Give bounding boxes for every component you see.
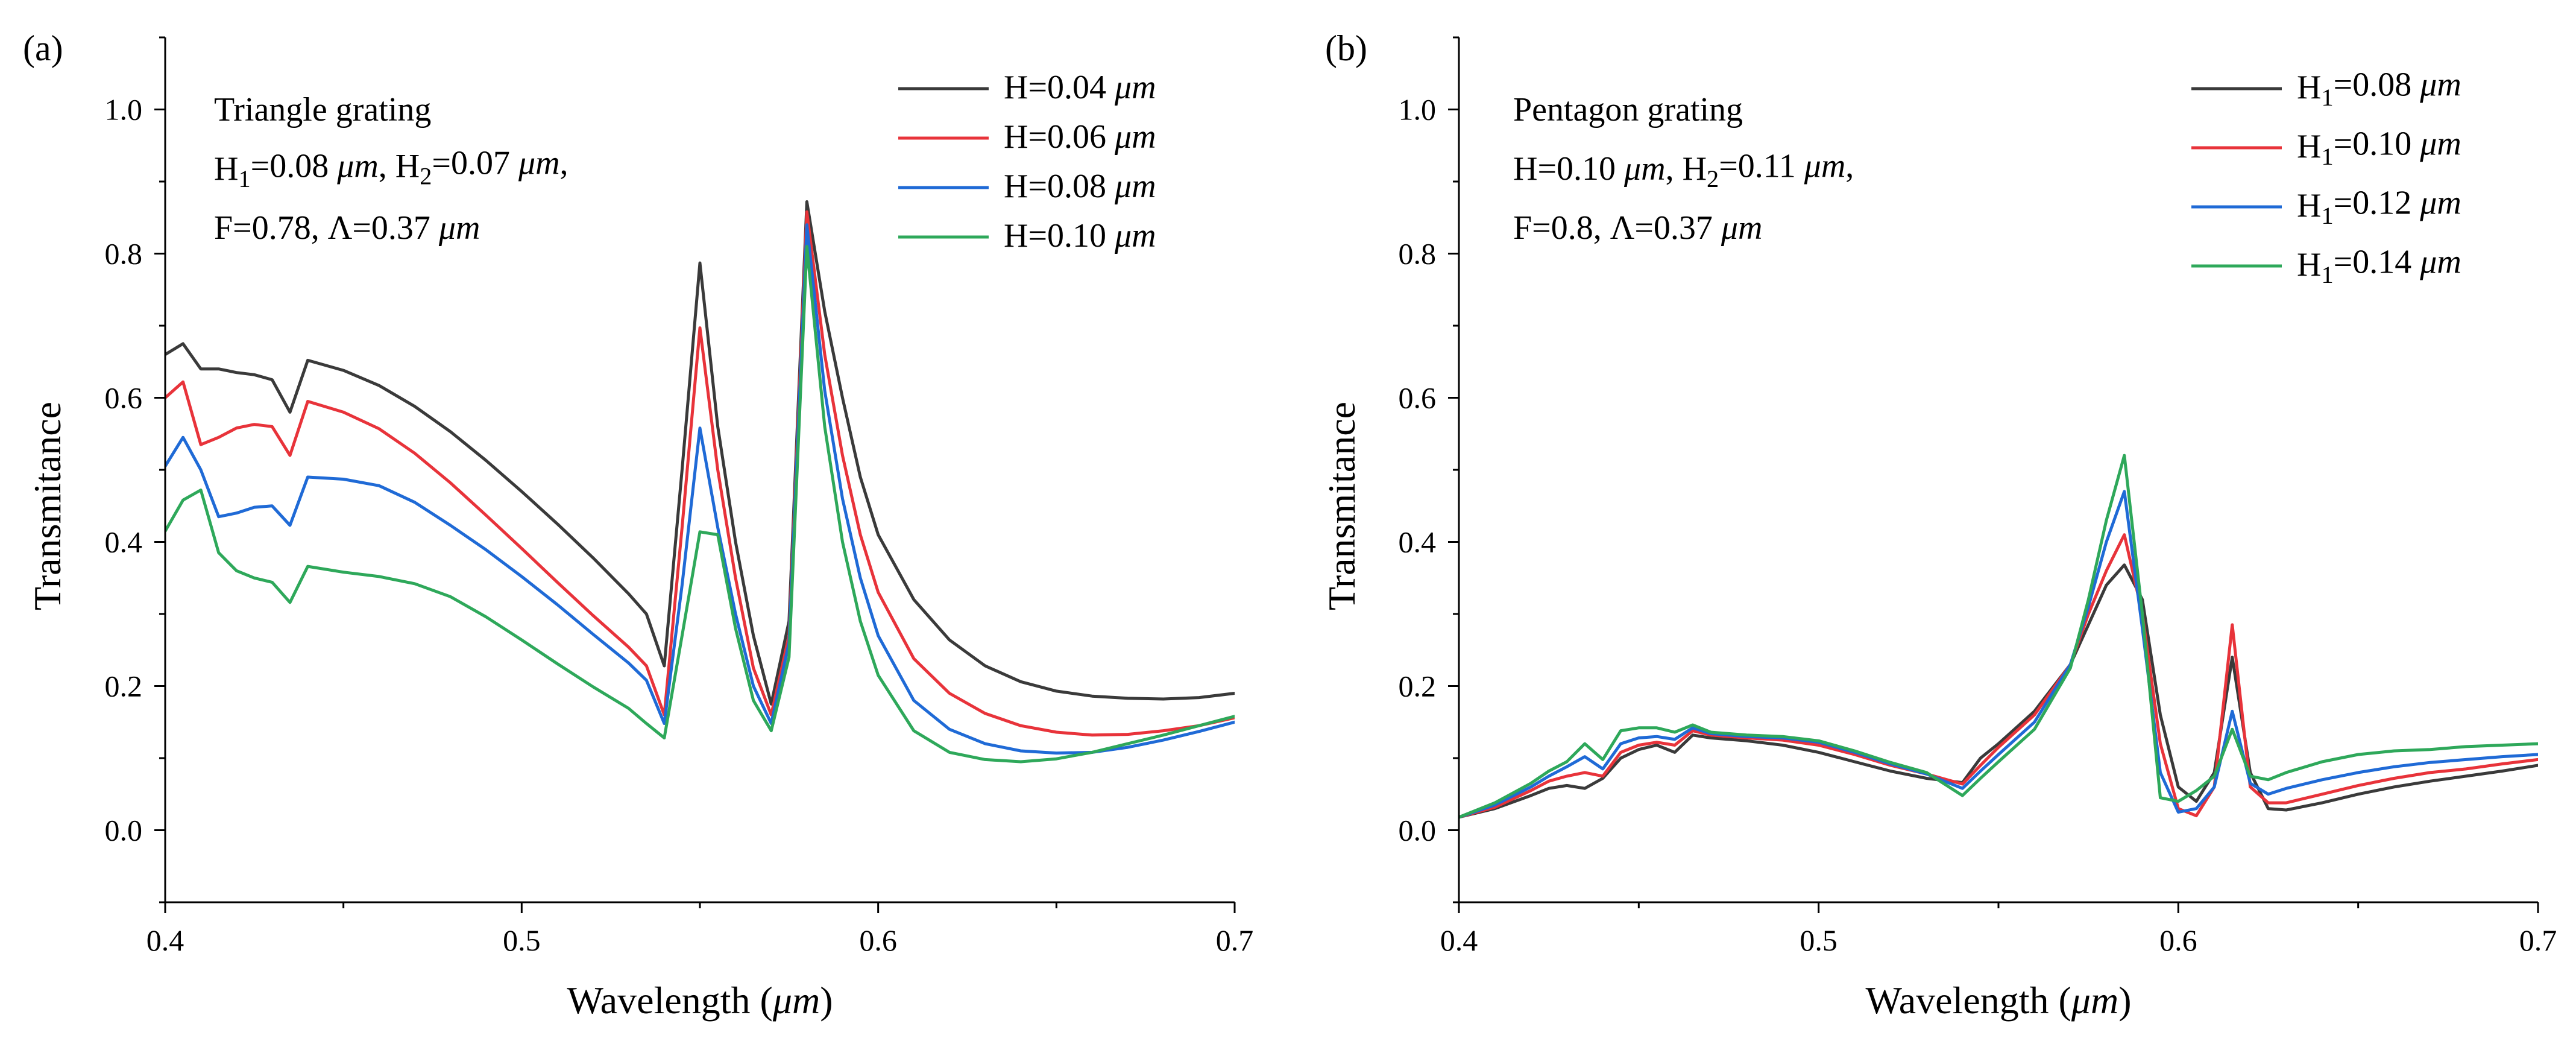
legend-label: H1​=0.12 μm: [2297, 184, 2461, 229]
panel-a: (a) 0.0 0.2 0.4 0.6 0.8 1.0 0.4 0.5 0.6 0.7 Wavelen…: [23, 28, 1253, 1022]
x-tick-label: 0.5: [1800, 923, 1838, 957]
series-line-2: [165, 210, 1235, 737]
y-tick-label: 0.2: [105, 669, 143, 703]
series-line-3: [1459, 490, 2538, 819]
x-tick-label: 0.4: [1440, 923, 1478, 957]
y-tick-label: 0.6: [105, 381, 143, 415]
y-tick-label: 0.0: [105, 814, 143, 847]
x-tick-label: 0.7: [1216, 923, 1254, 957]
series-line-1: [165, 200, 1235, 706]
x-tick-label: 0.5: [503, 923, 541, 957]
y-tick-label: 1.0: [1399, 93, 1437, 127]
panel-label: (a): [23, 28, 63, 68]
legend-label: H1​=0.08 μm: [2297, 66, 2461, 111]
x-tick-label: 0.6: [2159, 923, 2197, 957]
series-line-4: [165, 245, 1235, 764]
y-tick-label: 0.6: [1399, 381, 1437, 415]
legend-label: H=0.10 μm: [1004, 217, 1156, 255]
series-line-3: [165, 223, 1235, 755]
annotation-line: F=0.8, Λ=0.37 μm: [1513, 209, 1762, 247]
legend-label: H=0.08 μm: [1004, 168, 1156, 205]
x-axis-title: Wavelength (μm): [1865, 979, 2131, 1022]
series-group: [1459, 454, 2538, 819]
annotation-line: H1​=0.08 μm, H2​=0.07 μm,: [214, 145, 568, 193]
legend-label: H=0.04 μm: [1004, 69, 1156, 106]
legend-label: H=0.06 μm: [1004, 118, 1156, 156]
series-line-1: [1459, 563, 2538, 819]
x-tick-label: 0.7: [2519, 923, 2557, 957]
annotation-line: Triangle grating: [214, 91, 431, 128]
x-tick-label: 0.6: [859, 923, 897, 957]
panel-b: (b) 0.0 0.2 0.4 0.6 0.8 1.0 0.4 0.5 0.6 0.7 Wavelen…: [1320, 28, 2557, 1022]
y-tick-label: 0.8: [1399, 237, 1437, 271]
series-group: [165, 200, 1235, 764]
y-tick-label: 0.8: [105, 237, 143, 271]
y-tick-label: 0.4: [105, 525, 143, 559]
series-line-4: [1459, 454, 2538, 819]
series-line-2: [1459, 533, 2538, 819]
y-tick-label: 0.0: [1399, 814, 1437, 847]
y-axis-title: Transmitance: [1320, 402, 1363, 610]
annotation-line: H=0.10 μm, H2​=0.11 μm,: [1513, 147, 1854, 192]
panel-label: (b): [1325, 28, 1367, 68]
x-tick-label: 0.4: [146, 923, 184, 957]
y-axis-title: Transmitance: [26, 402, 69, 610]
legend-label: H1​=0.10 μm: [2297, 125, 2461, 170]
x-axis-title: Wavelength (μm): [567, 979, 833, 1022]
annotation-line: Pentagon grating: [1513, 91, 1743, 128]
annotation-line: F=0.78, Λ=0.37 μm: [214, 209, 480, 247]
y-tick-label: 0.4: [1399, 525, 1437, 559]
y-tick-label: 0.2: [1399, 669, 1437, 703]
y-tick-label: 1.0: [105, 93, 143, 127]
legend-label: H1​=0.14 μm: [2297, 243, 2461, 288]
